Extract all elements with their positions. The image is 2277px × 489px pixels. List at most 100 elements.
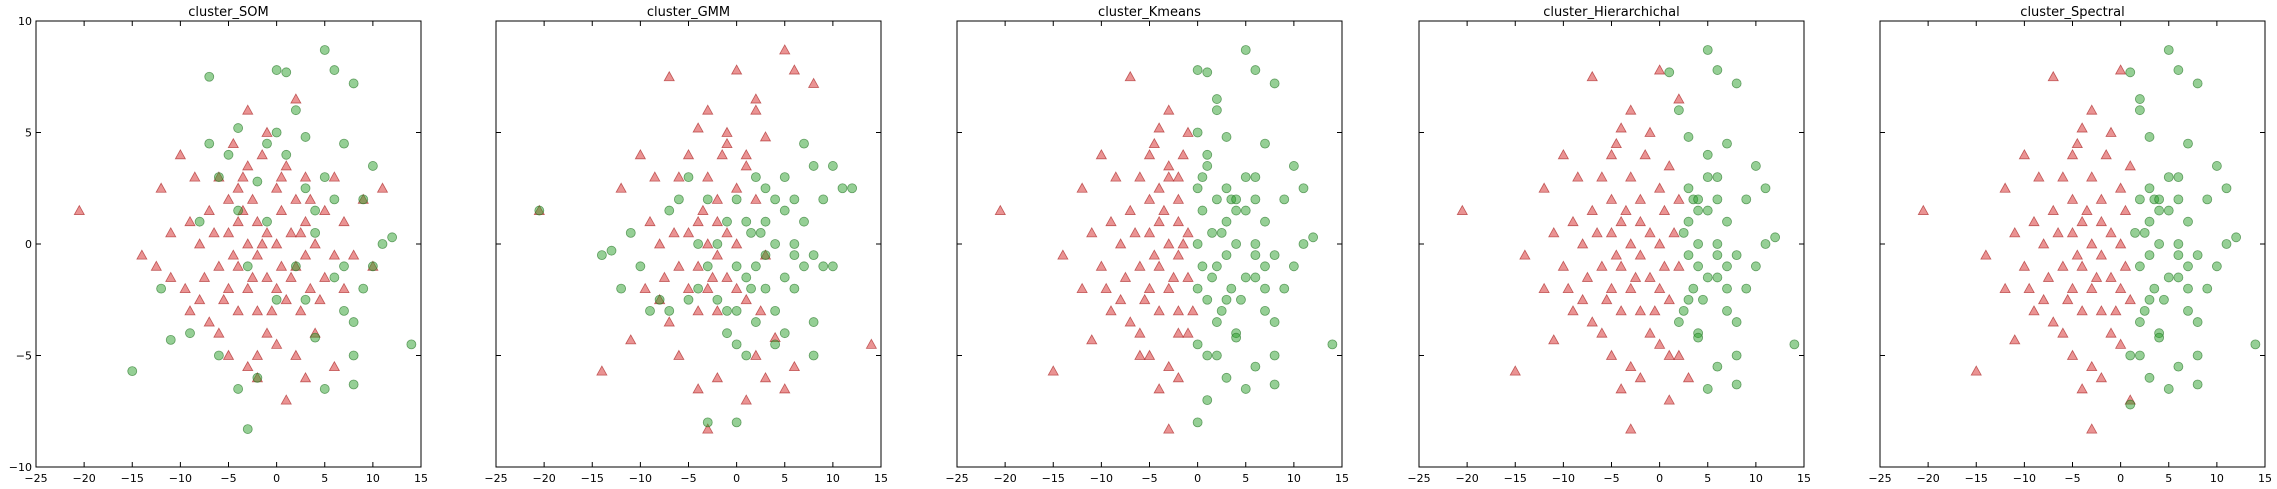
circle-point (2173, 239, 2184, 249)
circle-point (1702, 205, 1713, 216)
axes-frame (956, 20, 1343, 468)
triangle-point (2066, 349, 2079, 360)
circle-point (1211, 350, 1222, 361)
circle-point (1308, 232, 1319, 243)
triangle-point (740, 148, 752, 160)
triangle-point (1177, 148, 1189, 160)
triangle-point (1509, 365, 1521, 376)
circle-point (1202, 67, 1213, 78)
circle-point (165, 334, 176, 345)
triangle-point (222, 227, 235, 238)
circle-point (673, 194, 684, 205)
triangle-point (304, 193, 316, 204)
triangle-point (1610, 137, 1622, 149)
circle-point (635, 261, 646, 272)
circle-point (2159, 294, 2169, 305)
circle-point (1770, 232, 1781, 243)
circle-point (1240, 205, 1251, 216)
triangle-point (1605, 227, 1618, 238)
triangle-point (251, 305, 264, 316)
triangle-point (251, 215, 264, 227)
circle-point (1712, 272, 1723, 283)
circle-point (223, 149, 234, 160)
circle-point (1192, 283, 1203, 294)
circle-point (329, 194, 340, 205)
triangle-point (1163, 160, 1175, 171)
circle-point (2192, 250, 2203, 261)
triangle-point (1172, 215, 1185, 227)
triangle-point (1663, 293, 1675, 305)
circle-point (664, 305, 675, 316)
triangle-point (261, 271, 273, 282)
triangle-point (1538, 282, 1550, 294)
triangle-point (1163, 171, 1175, 182)
triangle-point (634, 148, 647, 160)
circle-point (1240, 172, 1251, 183)
circle-point (1702, 45, 1713, 55)
triangle-point (711, 305, 724, 316)
triangle-series (1917, 64, 2136, 434)
circle-point (1698, 294, 1708, 305)
triangle-point (1129, 227, 1141, 238)
triangle-point (1673, 93, 1685, 104)
circle-series (1192, 45, 1338, 428)
circle-point (242, 261, 253, 272)
triangle-point (692, 305, 704, 316)
triangle-point (1153, 182, 1165, 193)
circle-point (2134, 317, 2145, 327)
triangle-point (673, 260, 685, 271)
circle-point (722, 216, 732, 227)
triangle-point (256, 238, 268, 249)
circle-point (1722, 305, 1732, 316)
triangle-point (1086, 227, 1098, 238)
triangle-point (1519, 249, 1531, 260)
triangle-point (1663, 160, 1675, 171)
triangle-point (2095, 305, 2108, 316)
x-tick-label: 0 (2117, 472, 2124, 485)
triangle-point (1634, 371, 1647, 383)
x-tick-label: −20 (1456, 472, 1479, 485)
triangle-point (213, 260, 225, 271)
triangle-point (1586, 204, 1598, 215)
chart-title: cluster_Kmeans (1098, 5, 1201, 20)
circle-point (1789, 339, 1800, 350)
triangle-point (1182, 271, 1194, 282)
triangle-point (1153, 260, 1165, 271)
triangle-point (639, 282, 651, 294)
axes-frame (1418, 20, 1805, 468)
triangle-point (1601, 293, 1613, 305)
circle-point (1741, 283, 1752, 294)
circle-point (808, 350, 819, 361)
triangle-point (730, 182, 743, 193)
circle-point (1231, 332, 1242, 343)
circle-point (1741, 194, 1752, 205)
triangle-point (1158, 204, 1170, 215)
circle-point (2154, 239, 2165, 249)
circle-point (300, 294, 311, 305)
triangle-point (1095, 260, 1108, 271)
triangle-point (1625, 282, 1637, 294)
triangle-point (328, 171, 341, 182)
circle-point (1269, 317, 1280, 327)
triangle-point (242, 104, 254, 115)
triangle-point (2090, 271, 2103, 282)
circle-point (1731, 350, 1742, 361)
triangle-point (1148, 249, 1160, 260)
triangle-point (1163, 104, 1175, 115)
triangle-point (242, 360, 254, 372)
circle-point (1192, 65, 1203, 75)
triangle-point (174, 148, 187, 160)
circle-point (625, 227, 636, 238)
triangle-point (1095, 148, 1108, 160)
circle-point (185, 328, 195, 339)
circle-point (367, 161, 378, 171)
scatter-panel: cluster_Hierarchichal −25 −20 −15 −10 −5 0 5 10 1… (1407, 5, 1811, 485)
triangle-point (2062, 293, 2074, 305)
circle-point (1327, 339, 1338, 350)
triangle-point (1610, 249, 1622, 260)
triangle-point (653, 238, 666, 249)
triangle-point (319, 271, 331, 282)
triangle-point (1615, 215, 1627, 227)
circle-point (271, 294, 282, 305)
axes-frame (35, 20, 422, 468)
